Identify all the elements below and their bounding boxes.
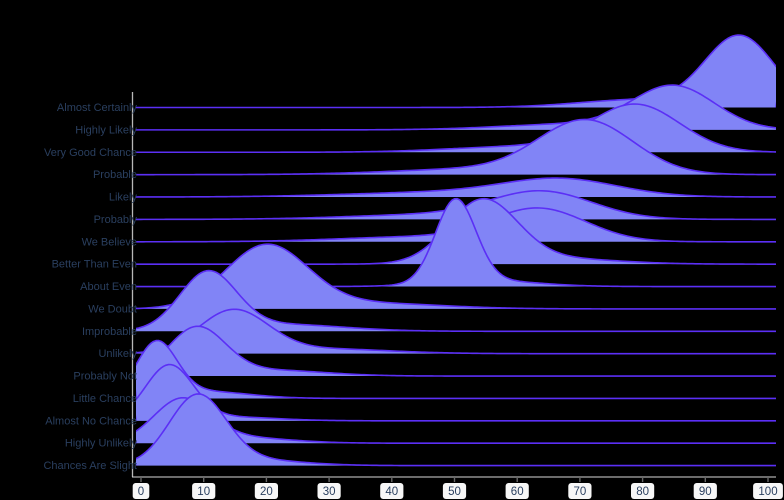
x-tick-label: 100 [758,486,777,498]
ridge-area [136,325,776,377]
y-tick-label: Highly Likely [75,124,137,136]
x-tick-label: 20 [260,486,273,498]
y-tick-label: Improbable [82,326,137,338]
y-tick-label: Almost Certainly [57,102,138,114]
x-tick-chip [192,483,216,499]
x-tick-label: 40 [385,486,398,498]
y-tick-label: We Doubt [88,303,137,315]
y-tick-label: Little Chance [73,393,137,405]
y-tick-label: Probably [94,214,138,226]
x-tick-label: 80 [636,486,649,498]
x-tick-label: 60 [511,486,524,498]
y-tick-label: Almost No Chance [45,415,137,427]
x-tick-label: 10 [197,486,210,498]
x-tick-chip [753,483,783,499]
x-axis-labels: 0 10 20 30 40 50 60 70 80 90 100 [132,477,783,499]
x-tick-label: 0 [138,486,144,498]
x-tick-chip [442,483,467,499]
y-tick-label: Unlikely [98,348,137,360]
y-tick-label: Chances Are Slight [43,460,137,472]
x-tick-chip [568,483,592,499]
x-tick-chip [254,483,278,499]
x-tick-label: 50 [448,486,461,498]
x-tick-label: 90 [699,486,712,498]
y-tick-label: Better Than Even [52,259,137,271]
x-tick-label: 70 [574,486,587,498]
ridge-area [136,118,776,176]
y-tick-label: Probably Not [73,371,137,383]
y-tick-label: Probable [93,169,137,181]
y-axis-labels: Almost Certainly Highly Likely Very Good C… [43,102,137,472]
ridge-area [136,243,776,310]
y-tick-label: We Believe [82,236,137,248]
ridge-area [136,393,776,467]
x-tick-chip [631,483,655,499]
y-tick-label: Very Good Chance [44,147,137,159]
y-tick-label: About Even [80,281,137,293]
x-tick-label: 30 [323,486,336,498]
x-tick-chip [132,483,150,499]
ridge-group [136,34,776,467]
ridge-area [136,177,776,198]
y-tick-label: Likely [109,192,138,204]
y-tick-label: Highly Unlikely [65,438,138,450]
x-tick-chip [317,483,341,499]
ridge-area [136,308,776,355]
x-tick-chip [505,483,529,499]
x-tick-chip [693,483,717,499]
x-tick-chip [380,483,404,499]
